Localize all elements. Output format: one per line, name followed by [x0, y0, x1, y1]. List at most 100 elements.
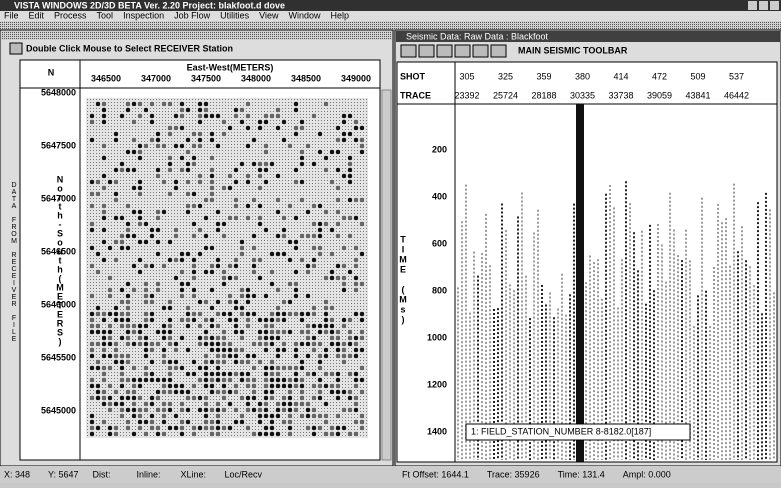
station: [90, 246, 94, 250]
station: [150, 360, 154, 364]
station: [198, 312, 202, 316]
menu-item[interactable]: Inspection: [123, 10, 164, 20]
menu-item[interactable]: Edit: [29, 10, 45, 20]
station: [282, 348, 286, 352]
station: [168, 258, 172, 262]
menu-item[interactable]: Job Flow: [174, 10, 211, 20]
toolbar-button[interactable]: [473, 45, 488, 57]
station: [108, 180, 112, 184]
station: [318, 342, 322, 346]
station: [252, 246, 256, 250]
station: [210, 138, 214, 142]
station: [342, 288, 346, 292]
station: [258, 336, 262, 340]
station: [306, 372, 310, 376]
receiver-button[interactable]: [10, 43, 22, 54]
close-button[interactable]: [770, 1, 779, 10]
station: [102, 228, 106, 232]
shot-number: 472: [652, 71, 667, 81]
station: [228, 426, 232, 430]
toolbar-button[interactable]: [401, 45, 416, 57]
station: [336, 138, 340, 142]
station: [234, 216, 238, 220]
selected-trace[interactable]: [576, 104, 584, 462]
station: [234, 324, 238, 328]
station: [102, 336, 106, 340]
station: [360, 426, 364, 430]
station: [198, 144, 202, 148]
station: [210, 186, 214, 190]
station: [246, 384, 250, 388]
station: [90, 414, 94, 418]
toolbar-button[interactable]: [455, 45, 470, 57]
station: [228, 354, 232, 358]
station: [348, 408, 352, 412]
station: [126, 330, 130, 334]
toolbar-button[interactable]: [437, 45, 452, 57]
station: [258, 126, 262, 130]
station: [168, 168, 172, 172]
station: [192, 270, 196, 274]
menu-item[interactable]: Window: [288, 10, 321, 20]
y-axis-title-char: ): [59, 336, 62, 346]
station: [258, 318, 262, 322]
station: [258, 432, 262, 436]
menu-item[interactable]: Help: [331, 10, 350, 20]
station: [300, 180, 304, 184]
station: [162, 432, 166, 436]
menu-item[interactable]: Utilities: [220, 10, 250, 20]
station: [192, 318, 196, 322]
station: [354, 216, 358, 220]
station: [108, 396, 112, 400]
station: [294, 240, 298, 244]
station: [276, 348, 280, 352]
menu-item[interactable]: View: [259, 10, 279, 20]
station: [96, 330, 100, 334]
station: [342, 276, 346, 280]
station: [126, 312, 130, 316]
station: [240, 120, 244, 124]
maximize-button[interactable]: [759, 1, 768, 10]
side-label-char: C: [11, 266, 16, 273]
station: [150, 372, 154, 376]
station: [240, 252, 244, 256]
station: [204, 234, 208, 238]
station: [144, 144, 148, 148]
minimize-button[interactable]: [748, 1, 757, 10]
station: [150, 318, 154, 322]
station: [234, 420, 238, 424]
station: [198, 408, 202, 412]
station: [180, 336, 184, 340]
station: [90, 204, 94, 208]
station: [168, 360, 172, 364]
trace-number: 30335: [570, 90, 595, 100]
toolbar-button[interactable]: [419, 45, 434, 57]
station: [204, 102, 208, 106]
station: [354, 402, 358, 406]
scrollbar[interactable]: [382, 90, 391, 460]
station: [252, 408, 256, 412]
station: [330, 384, 334, 388]
station: [96, 426, 100, 430]
station: [240, 396, 244, 400]
station: [162, 180, 166, 184]
station: [126, 282, 130, 286]
menu-item[interactable]: File: [4, 10, 19, 20]
station: [336, 276, 340, 280]
station: [156, 288, 160, 292]
station: [312, 384, 316, 388]
station: [354, 264, 358, 268]
station: [150, 378, 154, 382]
menu-item[interactable]: Process: [54, 10, 87, 20]
status-field: XLine:: [181, 469, 207, 479]
station: [180, 270, 184, 274]
station: [264, 402, 268, 406]
station: [192, 132, 196, 136]
menu-item[interactable]: Tool: [97, 10, 114, 20]
toolbar-button[interactable]: [491, 45, 506, 57]
station: [348, 330, 352, 334]
side-label-char: E: [12, 273, 17, 280]
station: [300, 120, 304, 124]
station: [222, 312, 226, 316]
station: [204, 270, 208, 274]
